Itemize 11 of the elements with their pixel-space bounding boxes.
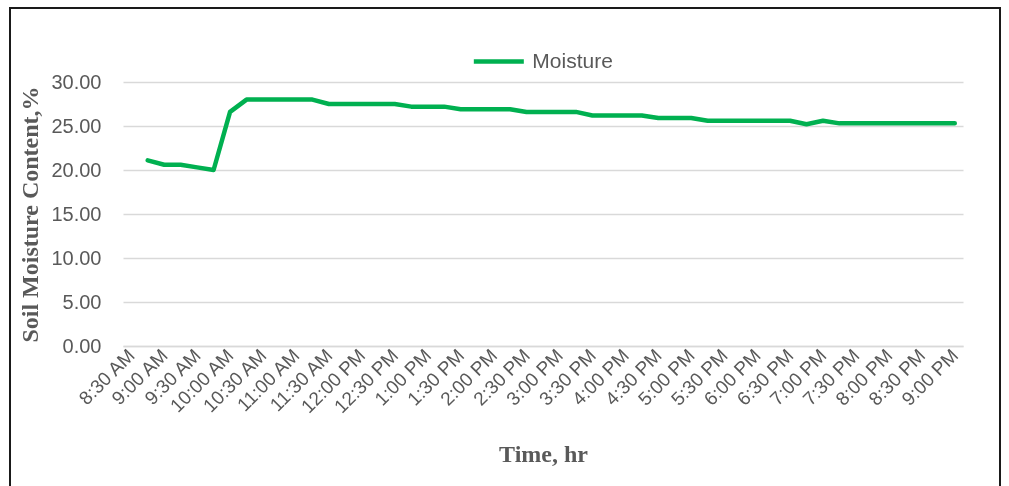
x-axis-title: Time, hr — [499, 441, 589, 468]
line-series — [145, 97, 958, 173]
y-tick-label: 0.00 — [62, 334, 102, 357]
y-tick-label: 10.00 — [51, 246, 102, 269]
y-axis-title: Soil Moisture Content,% — [17, 86, 44, 343]
y-tick-label: 20.00 — [51, 158, 102, 181]
y-tick-label: 5.00 — [62, 290, 102, 313]
y-tick-label: 15.00 — [51, 202, 102, 225]
y-tick-label: 30.00 — [51, 70, 102, 93]
legend-label: Moisture — [532, 48, 613, 72]
y-tick-label: 25.00 — [51, 114, 102, 137]
